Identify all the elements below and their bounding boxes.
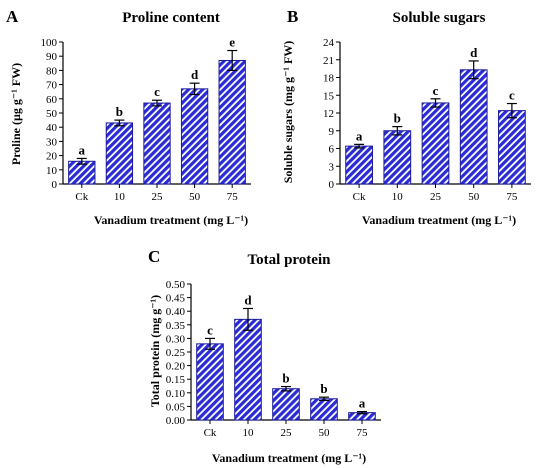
y-tick-label: 0.25 (166, 347, 186, 359)
significance-letter: b (320, 381, 327, 396)
y-tick-label: 100 (41, 37, 58, 49)
y-tick-label: 0 (52, 179, 58, 191)
x-axis-label: Vanadium treatment (mg L⁻¹) (212, 451, 366, 465)
y-tick-label: 20 (46, 151, 58, 163)
x-tick-label: 75 (506, 191, 518, 203)
x-tick-label: 10 (392, 191, 404, 203)
y-tick-label: 60 (46, 94, 58, 106)
bar (345, 145, 373, 185)
y-axis-label: Total protein (mg g⁻¹) (148, 295, 162, 407)
significance-letter: a (359, 396, 366, 411)
y-tick-label: 0 (329, 179, 335, 191)
y-tick-label: 0.30 (166, 333, 186, 345)
y-tick-label: 0.10 (166, 388, 186, 400)
significance-letter: c (509, 88, 515, 103)
y-tick-label: 80 (46, 65, 58, 77)
x-tick-label: 25 (281, 427, 293, 439)
y-tick-label: 12 (323, 108, 334, 120)
significance-letter: e (229, 35, 235, 50)
bar (218, 59, 246, 185)
bar (421, 102, 450, 185)
bar (383, 130, 412, 185)
panel-c: C Total protein Total protein (mg g⁻¹) V… (148, 247, 381, 465)
x-axis-label: Vanadium treatment (mg L⁻¹) (94, 213, 248, 227)
x-tick-label: 75 (227, 191, 239, 203)
significance-letter: a (79, 142, 86, 157)
x-axis-label: Vanadium treatment (mg L⁻¹) (362, 213, 516, 227)
panel-b: B Soluble sugars Soluble sugars (mg g⁻¹ … (281, 7, 531, 227)
y-tick-label: 0.40 (166, 306, 186, 318)
bar (272, 388, 300, 421)
y-tick-label: 18 (323, 73, 335, 85)
bar (105, 122, 134, 185)
y-tick-label: 0.20 (166, 361, 186, 373)
x-tick-label: Ck (75, 191, 88, 203)
y-tick-label: 0.50 (166, 279, 186, 291)
significance-letter: d (244, 292, 252, 307)
x-tick-label: 50 (468, 191, 480, 203)
y-tick-label: 0.05 (166, 401, 186, 413)
chart-title: Total protein (248, 252, 332, 268)
y-axis-label: Proline (µg g⁻¹ FW) (9, 63, 23, 165)
significance-letter: b (116, 104, 123, 119)
bar (143, 102, 171, 185)
significance-letter: a (356, 128, 363, 143)
panel-a: A Proline content Proline (µg g⁻¹ FW) Va… (6, 7, 251, 227)
x-tick-label: 50 (189, 191, 201, 203)
significance-letter: c (154, 84, 160, 99)
x-tick-label: 10 (114, 191, 126, 203)
y-tick-label: 9 (329, 126, 335, 138)
x-tick-label: 10 (243, 427, 255, 439)
y-tick-label: 0.35 (166, 320, 186, 332)
bar (459, 69, 488, 185)
y-tick-label: 0.45 (166, 293, 186, 305)
bar (310, 398, 338, 421)
y-tick-label: 24 (323, 37, 335, 49)
significance-letter: b (282, 371, 289, 386)
y-tick-label: 70 (46, 80, 58, 92)
x-tick-label: 25 (430, 191, 442, 203)
panel-letter: B (287, 7, 298, 26)
significance-letter: c (433, 83, 439, 98)
y-tick-label: 15 (323, 90, 335, 102)
x-tick-label: 25 (152, 191, 164, 203)
significance-letter: b (394, 111, 401, 126)
chart-title: Proline content (122, 10, 220, 26)
panel-letter: A (6, 7, 19, 26)
bar (234, 318, 262, 421)
y-tick-label: 21 (323, 55, 334, 67)
significance-letter: c (207, 322, 213, 337)
bar (196, 343, 224, 421)
y-tick-label: 30 (46, 136, 58, 148)
bar (180, 88, 209, 185)
x-tick-label: 50 (319, 427, 331, 439)
x-tick-label: 75 (357, 427, 369, 439)
y-tick-label: 6 (329, 144, 335, 156)
x-tick-label: Ck (204, 427, 217, 439)
significance-letter: d (191, 67, 199, 82)
y-axis-label: Soluble sugars (mg g⁻¹ FW) (281, 41, 295, 184)
panel-letter: C (148, 247, 160, 266)
y-tick-label: 0.15 (166, 374, 186, 386)
y-tick-label: 50 (46, 108, 58, 120)
chart-title: Soluble sugars (393, 10, 486, 26)
y-tick-label: 40 (46, 122, 58, 134)
y-tick-label: 10 (46, 165, 58, 177)
x-tick-label: Ck (353, 191, 366, 203)
y-tick-label: 90 (46, 51, 58, 63)
significance-letter: d (470, 45, 478, 60)
y-tick-label: 3 (329, 161, 335, 173)
bar (498, 110, 526, 185)
y-tick-label: 0.00 (166, 415, 186, 427)
